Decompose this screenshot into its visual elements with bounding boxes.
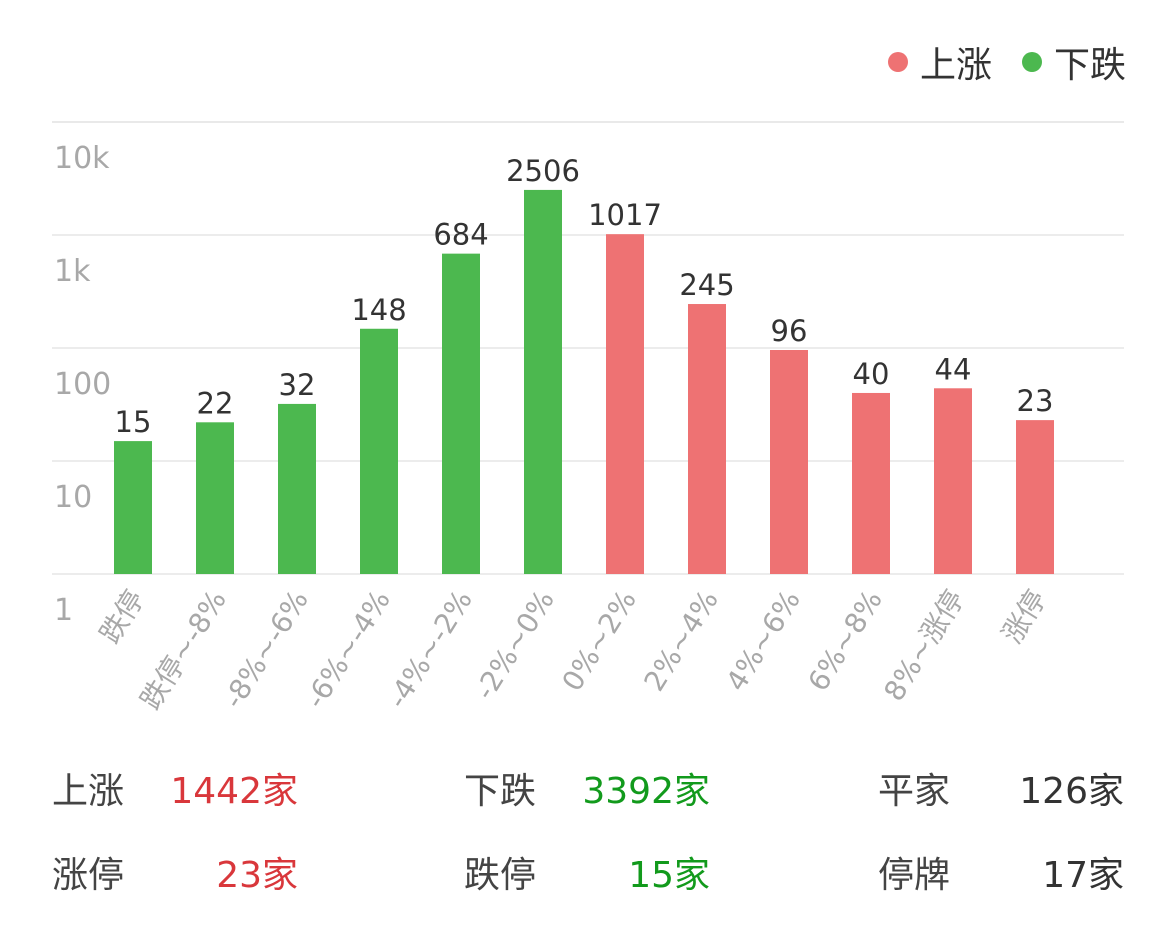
bar-value-label: 32 [279,368,316,402]
x-tick-label: 涨停 [995,584,1053,649]
x-tick-label: 4%~6% [719,584,807,697]
summary-value: 3392家 [582,771,710,812]
bar [1016,420,1054,574]
bar-value-label: 22 [197,386,234,420]
x-tick-label: 8%~涨停 [877,584,971,707]
summary-label: 上涨 [52,771,125,812]
summary-value: 23家 [216,855,298,896]
x-tick-label: 6%~8% [801,584,889,697]
bar-value-label: 96 [771,314,808,348]
summary-label: 停牌 [878,855,951,896]
bar-value-label: 245 [679,268,734,302]
y-tick-label: 1k [54,254,91,289]
summary-label: 跌停 [464,855,537,896]
bar-value-label: 148 [351,293,406,327]
bar-value-label: 40 [853,357,890,391]
bar [934,388,972,574]
bar [196,422,234,574]
y-tick-label: 10 [54,480,92,515]
legend-dot-up [887,52,908,72]
legend-item-up[interactable]: 上涨 [887,36,992,88]
bar [278,403,316,574]
bar [770,350,808,574]
bar-chart: 1101001k10k15跌停22跌停~-8%32-8%~-6%148-6%~-… [52,121,1124,715]
bar-value-label: 44 [935,352,972,386]
summary-label: 涨停 [52,855,125,896]
x-tick-label: -2%~0% [468,584,561,705]
bar-value-label: 1017 [588,198,662,232]
bar-value-label: 23 [1017,384,1054,418]
summary-label: 平家 [878,771,951,812]
summary-row: 涨停 23家 跌停 15家 停牌 17家 [52,846,1124,930]
bar-value-label: 2506 [506,154,580,188]
bar [360,328,398,574]
legend-label-up: 上涨 [919,45,992,86]
y-tick-label: 100 [54,367,111,402]
bar-value-label: 684 [433,218,488,252]
y-tick-label: 1 [54,593,73,628]
summary-value: 15家 [628,855,710,896]
x-tick-label: 2%~4% [637,584,725,697]
summary-row: 上涨 1442家 下跌 3392家 平家 126家 [52,762,1124,846]
summary-value: 1442家 [170,771,298,812]
summary-label: 下跌 [464,771,537,812]
summary-value: 17家 [1042,855,1124,896]
legend-label-down: 下跌 [1053,45,1126,86]
x-tick-label: 跌停 [93,584,151,649]
summary-stats: 上涨 1442家 下跌 3392家 平家 126家 涨停 23家 跌停 15家 … [52,762,1124,930]
legend: 上涨 下跌 [887,36,1126,88]
legend-item-down[interactable]: 下跌 [1021,36,1126,88]
summary-value: 126家 [1019,771,1124,812]
bar [688,304,726,574]
x-tick-label: 0%~2% [555,584,643,697]
bar [852,392,890,574]
bar [114,441,152,574]
bar [524,189,562,574]
bar-value-label: 15 [115,405,152,439]
y-tick-label: 10k [54,141,110,176]
bar [442,253,480,574]
bar [606,234,644,574]
legend-dot-down [1021,52,1042,72]
